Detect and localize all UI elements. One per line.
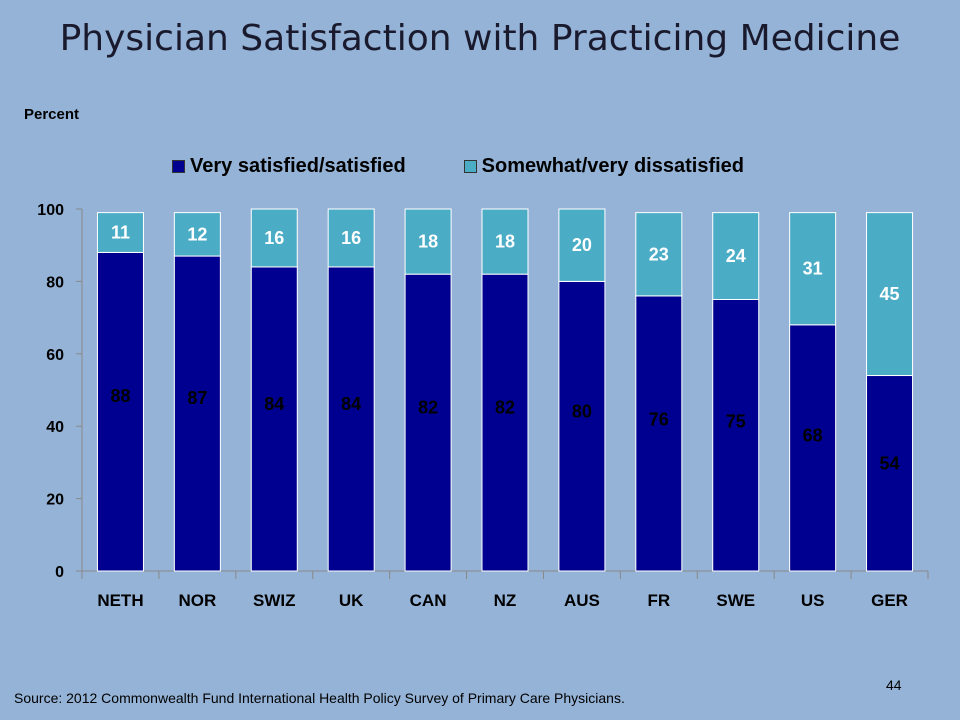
data-label-satisfied: 82 bbox=[495, 398, 515, 418]
data-label-dissatisfied: 11 bbox=[111, 223, 130, 243]
data-label-dissatisfied: 20 bbox=[572, 235, 592, 255]
data-label-satisfied: 84 bbox=[264, 394, 284, 414]
x-tick-label: NOR bbox=[178, 591, 216, 610]
x-tick-label: SWE bbox=[716, 591, 755, 610]
bar-satisfied bbox=[404, 273, 452, 572]
bar-satisfied bbox=[250, 266, 298, 572]
data-label-dissatisfied: 16 bbox=[341, 228, 361, 248]
data-label-dissatisfied: 18 bbox=[495, 232, 515, 252]
bar-satisfied bbox=[481, 273, 529, 572]
data-label-dissatisfied: 45 bbox=[880, 284, 900, 304]
bar-dissatisfied bbox=[866, 212, 914, 377]
page-number: 44 bbox=[886, 677, 902, 693]
y-axis-label: Percent bbox=[24, 106, 80, 123]
x-tick-label: US bbox=[801, 591, 825, 610]
legend-label-satisfied: Very satisfied/satisfied bbox=[190, 154, 406, 177]
data-label-satisfied: 84 bbox=[341, 394, 361, 414]
source-note: Source: 2012 Commonwealth Fund Internati… bbox=[14, 690, 625, 706]
data-label-satisfied: 82 bbox=[418, 398, 438, 418]
bar-satisfied bbox=[96, 251, 144, 572]
legend-item-dissatisfied: Somewhat/very dissatisfied bbox=[463, 154, 744, 178]
x-tick-label: UK bbox=[339, 591, 364, 610]
chart-title: Physician Satisfaction with Practicing M… bbox=[59, 18, 901, 59]
y-tick-label: 0 bbox=[55, 564, 64, 581]
bar-dissatisfied bbox=[173, 212, 221, 257]
data-label-satisfied: 75 bbox=[726, 412, 746, 432]
bar-satisfied bbox=[173, 255, 221, 572]
data-label-satisfied: 80 bbox=[572, 402, 592, 422]
y-tick-label: 100 bbox=[37, 202, 64, 219]
bar-satisfied bbox=[789, 324, 837, 572]
x-tick-label: NZ bbox=[494, 591, 517, 610]
x-tick-label: NETH bbox=[97, 591, 143, 610]
y-tick-label: 80 bbox=[46, 274, 64, 291]
data-label-dissatisfied: 23 bbox=[649, 244, 669, 264]
bar-dissatisfied bbox=[481, 208, 529, 275]
data-label-satisfied: 76 bbox=[649, 410, 669, 430]
bar-dissatisfied bbox=[789, 212, 837, 326]
bar-satisfied bbox=[712, 299, 760, 572]
legend-item-satisfied: Very satisfied/satisfied bbox=[172, 155, 406, 178]
legend-swatch-dissatisfied bbox=[463, 159, 477, 173]
data-label-satisfied: 87 bbox=[187, 388, 207, 408]
bar-dissatisfied bbox=[250, 208, 298, 268]
legend: Very satisfied/satisfied Somewhat/very d… bbox=[172, 152, 802, 180]
y-tick-label: 60 bbox=[46, 347, 64, 364]
data-label-satisfied: 68 bbox=[803, 426, 823, 446]
data-label-dissatisfied: 31 bbox=[803, 259, 823, 279]
data-label-dissatisfied: 12 bbox=[187, 224, 207, 244]
bar-dissatisfied bbox=[558, 208, 606, 282]
x-tick-label: AUS bbox=[564, 591, 600, 610]
bar-satisfied bbox=[866, 375, 914, 572]
bar-dissatisfied bbox=[635, 212, 683, 297]
data-label-dissatisfied: 18 bbox=[418, 232, 438, 252]
data-label-dissatisfied: 24 bbox=[726, 246, 746, 266]
legend-label-dissatisfied: Somewhat/very dissatisfied bbox=[481, 154, 744, 177]
x-tick-label: FR bbox=[647, 591, 670, 610]
bar-dissatisfied bbox=[327, 208, 375, 268]
x-tick-label: CAN bbox=[410, 591, 447, 610]
bar-dissatisfied bbox=[712, 212, 760, 300]
x-tick-label: GER bbox=[871, 591, 908, 610]
y-tick-label: 40 bbox=[46, 419, 64, 436]
legend-swatch-satisfied bbox=[172, 159, 185, 173]
y-tick-label: 20 bbox=[46, 492, 64, 509]
data-label-satisfied: 88 bbox=[110, 386, 130, 406]
bar-dissatisfied bbox=[96, 212, 144, 253]
bar-dissatisfied bbox=[404, 208, 452, 275]
data-label-satisfied: 54 bbox=[880, 453, 900, 473]
bar-satisfied bbox=[635, 295, 683, 572]
bar-satisfied bbox=[327, 266, 375, 572]
data-label-dissatisfied: 16 bbox=[264, 228, 284, 248]
bar-satisfied bbox=[558, 280, 606, 572]
x-tick-label: SWIZ bbox=[253, 591, 296, 610]
